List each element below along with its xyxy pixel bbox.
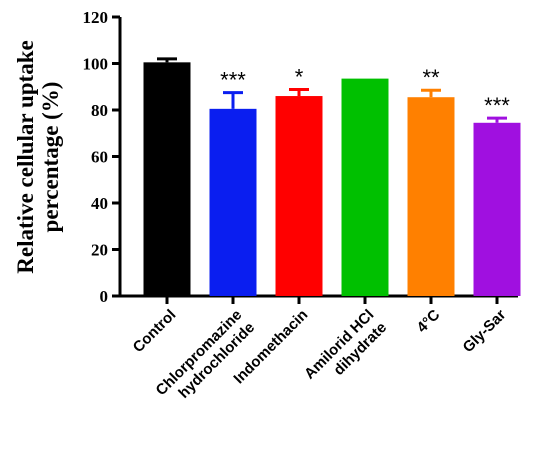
y-axis-title-line-2: percentage (%) (38, 82, 63, 233)
significance-label: ** (422, 65, 440, 90)
significance-label: *** (484, 93, 510, 118)
significance-label: * (295, 65, 304, 90)
bar (473, 122, 521, 296)
x-tick-label-line: Gly-Sar (460, 306, 510, 356)
significance-label: *** (220, 68, 246, 93)
y-axis-label: Relative cellular uptake percentage (%) (13, 40, 63, 273)
x-tick-label-line: 4°C (414, 306, 444, 336)
y-tick-label: 0 (100, 287, 109, 306)
category-labels: ControlChlorpromazinehydrochlorideIndome… (130, 306, 510, 402)
y-tick-label: 60 (91, 148, 108, 167)
x-tick-label: Gly-Sar (460, 306, 510, 356)
bar (209, 108, 257, 297)
y-tick-label: 120 (83, 8, 109, 27)
y-axis-title-line-1: Relative cellular uptake (13, 40, 38, 273)
bars: *** * ***** (143, 57, 521, 297)
y-tick-label: 20 (91, 241, 108, 260)
bar (407, 97, 455, 297)
x-tick-label-line: Control (130, 306, 180, 356)
x-tick-label: 4°C (414, 306, 444, 336)
bar (275, 96, 323, 296)
bar (341, 78, 389, 296)
y-tick-label: 40 (91, 194, 108, 213)
x-tick-label: Control (130, 306, 180, 356)
y-tick-label: 80 (91, 101, 108, 120)
bar (143, 62, 191, 297)
y-tick-label: 100 (83, 55, 109, 74)
